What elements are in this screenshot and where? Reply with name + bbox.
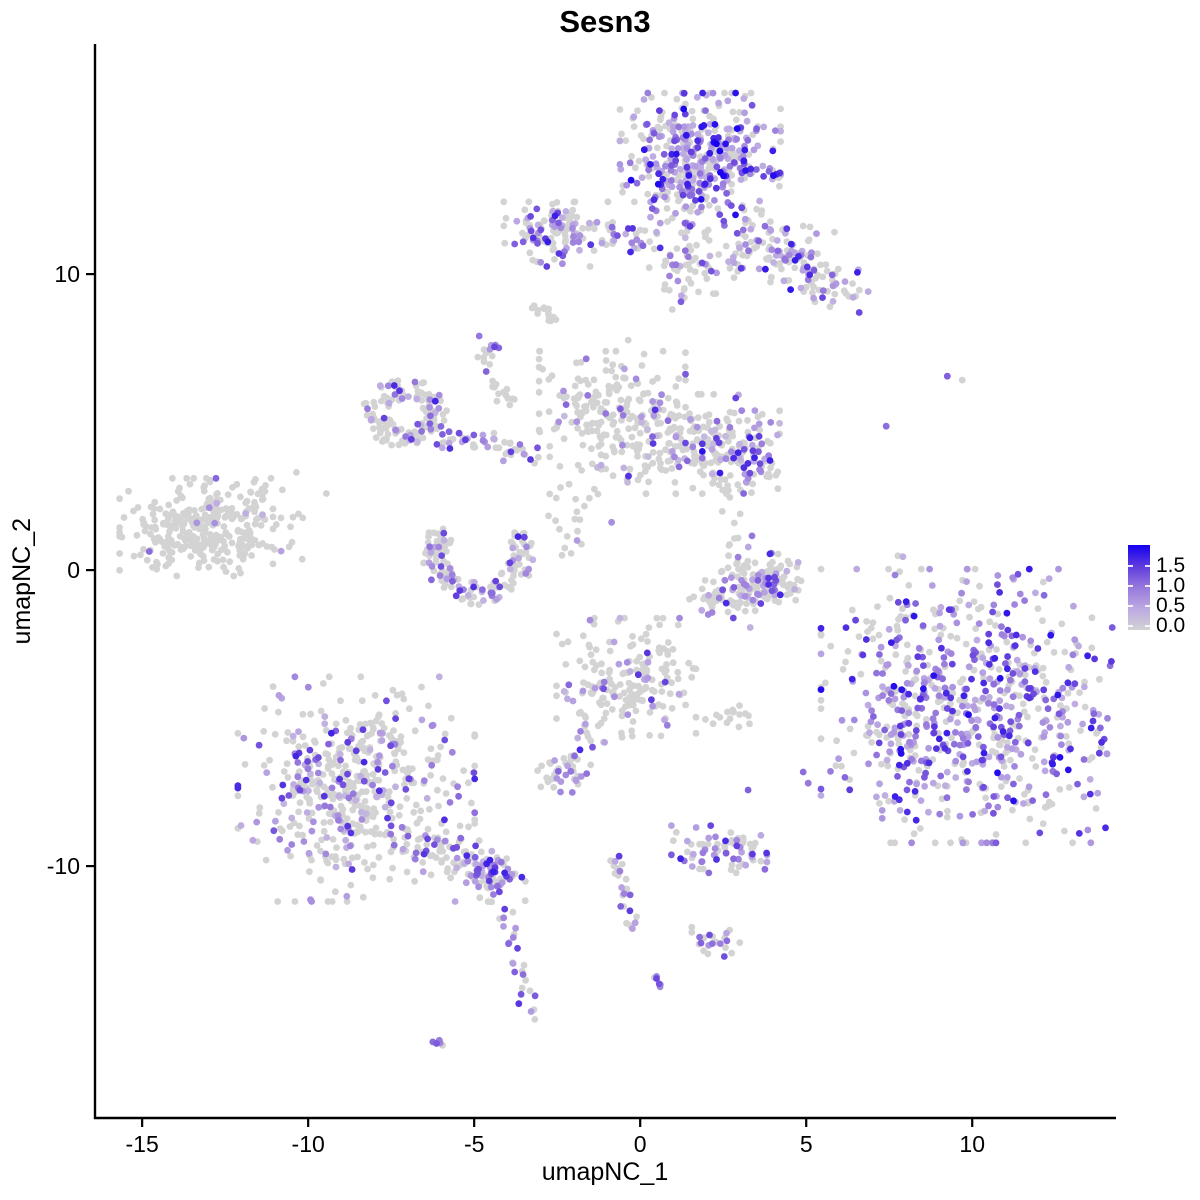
x-tick-label: 10 bbox=[959, 1131, 985, 1157]
legend-colorbar-tick bbox=[1145, 565, 1150, 567]
scatter-points bbox=[116, 89, 1116, 1049]
y-tick-label: 0 bbox=[67, 557, 80, 583]
y-tick-label: -10 bbox=[47, 853, 80, 879]
legend-colorbar-tick bbox=[1128, 605, 1133, 607]
legend-colorbar-tick bbox=[1128, 625, 1133, 627]
x-tick-label: -10 bbox=[292, 1131, 325, 1157]
x-tick-label: 5 bbox=[800, 1131, 813, 1157]
legend-colorbar-tick bbox=[1128, 565, 1133, 567]
legend-tick-label: 1.5 bbox=[1156, 554, 1186, 577]
plot-title: Sesn3 bbox=[559, 4, 651, 39]
legend-tick-label: 0.5 bbox=[1156, 594, 1186, 617]
legend-colorbar-tick bbox=[1128, 585, 1133, 587]
legend-tick-label: 1.0 bbox=[1156, 574, 1186, 597]
legend-colorbar-tick bbox=[1145, 625, 1150, 627]
x-tick-label: 0 bbox=[634, 1131, 647, 1157]
axes: -15 -10 -5 0 5 10 10 0 -10 bbox=[47, 44, 1116, 1157]
x-tick-label: -5 bbox=[464, 1131, 484, 1157]
legend-tick-label: 0.0 bbox=[1156, 614, 1186, 637]
expression-legend: 1.5 1.0 0.5 0.0 bbox=[1128, 545, 1198, 637]
legend-colorbar-tick bbox=[1145, 605, 1150, 607]
x-axis-label: umapNC_1 bbox=[541, 1158, 669, 1186]
x-tick-label: -15 bbox=[126, 1131, 159, 1157]
legend-colorbar bbox=[1128, 545, 1150, 630]
y-tick-label: 10 bbox=[54, 261, 80, 287]
legend-colorbar-tick bbox=[1145, 585, 1150, 587]
